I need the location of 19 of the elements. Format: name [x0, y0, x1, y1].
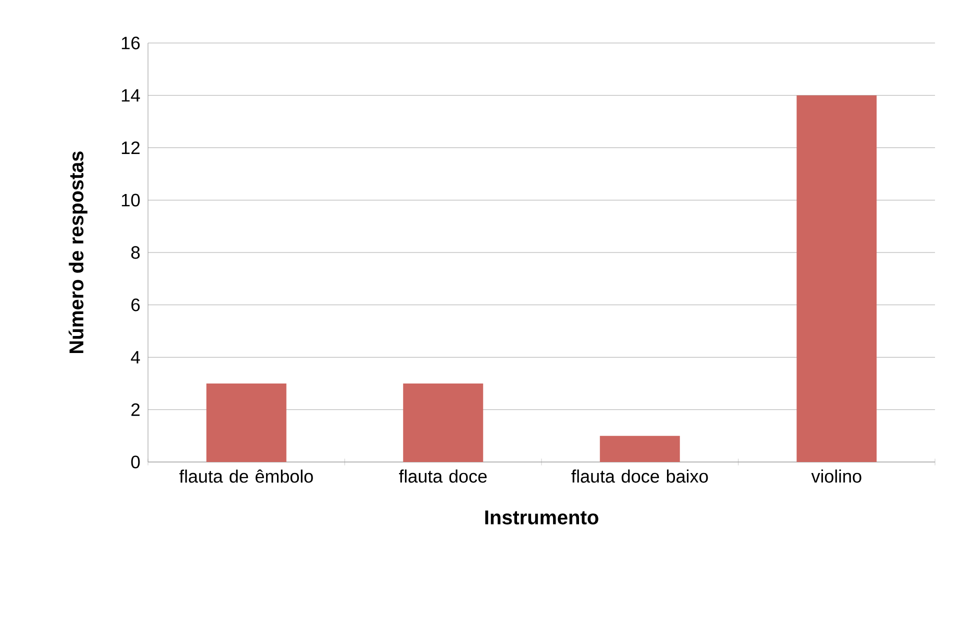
x-tick-label: flauta de êmbolo [179, 470, 313, 483]
y-tick-label: 10 [122, 194, 140, 206]
bar [600, 436, 680, 462]
y-tick-label: 8 [131, 246, 140, 259]
y-axis-title: Número de respostas [68, 151, 88, 354]
y-tick-label: 2 [131, 403, 140, 416]
bar [206, 383, 286, 462]
bar [403, 383, 484, 462]
y-tick-label: 14 [122, 89, 140, 102]
y-tick-label: 0 [131, 456, 140, 468]
y-tick-label: 6 [131, 298, 140, 312]
x-tick-label: violino [811, 470, 862, 483]
x-tick-label: flauta doce baixo [571, 470, 708, 483]
bar [796, 95, 877, 462]
x-tick-label: flauta doce [399, 470, 487, 483]
y-tick-label: 4 [130, 351, 140, 364]
y-tick-label: 16 [122, 36, 140, 50]
x-axis-title: Instrumento [485, 510, 598, 524]
y-tick-label: 12 [122, 141, 140, 154]
